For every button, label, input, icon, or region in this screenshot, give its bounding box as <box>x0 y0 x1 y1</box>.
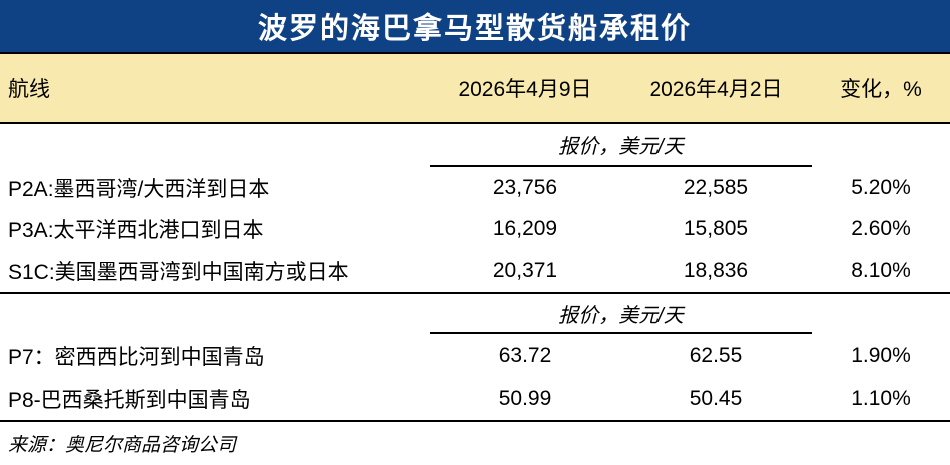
rate-cell: 23,756 <box>492 175 558 199</box>
route-cell: P8-巴西桑托斯到中国青岛 <box>8 388 251 412</box>
section-1-rows: P2A:墨西哥湾/大西洋到日本 23,756 22,585 5.20% P3A:… <box>0 167 950 292</box>
source-text: 来源：奥尼尔商品咨询公司 <box>8 435 237 456</box>
table-row: P7：密西西比河到中国青岛 63.72 62.55 1.90% <box>0 334 950 377</box>
col-header-route: 航线 <box>8 78 50 101</box>
table-row: P2A:墨西哥湾/大西洋到日本 23,756 22,585 5.20% <box>0 167 950 209</box>
change-cell: 2.60% <box>851 217 911 241</box>
rate-cell: 20,371 <box>492 259 558 283</box>
table-title: 波罗的海巴拿马型散货船承租价 <box>257 13 692 45</box>
table-row: S1C:美国墨西哥湾到中国南方或日本 20,371 18,836 8.10% <box>0 250 950 292</box>
rate-cell: 16,209 <box>492 217 558 241</box>
rate-cell: 62.55 <box>689 343 743 367</box>
table-row: P3A:太平洋西北港口到日本 16,209 15,805 2.60% <box>0 209 950 251</box>
section-divider <box>0 292 950 294</box>
section-1-unit-label: 报价，美元/天 <box>430 124 812 167</box>
route-cell: P7：密西西比河到中国青岛 <box>8 345 265 369</box>
route-cell: P2A:墨西哥湾/大西洋到日本 <box>8 177 270 201</box>
rate-cell: 50.45 <box>689 386 743 410</box>
table-row: P8-巴西桑托斯到中国青岛 50.99 50.45 1.10% <box>0 377 950 420</box>
section-2-rows: P7：密西西比河到中国青岛 63.72 62.55 1.90% P8-巴西桑托斯… <box>0 334 950 420</box>
section-1-unit-row: 报价，美元/天 <box>0 124 950 167</box>
bottom-rule <box>0 420 950 422</box>
col-header-change: 变化，% <box>840 78 922 101</box>
change-cell: 1.10% <box>851 386 911 410</box>
rate-cell: 15,805 <box>683 217 749 241</box>
rate-cell: 63.72 <box>498 343 552 367</box>
col-header-date2: 2026年4月2日 <box>649 78 783 101</box>
rate-cell: 18,836 <box>683 259 749 283</box>
change-cell: 5.20% <box>851 175 911 199</box>
column-header-row: 航线 2026年4月9日 2026年4月2日 变化，% <box>0 54 950 124</box>
table-title-bar: 波罗的海巴拿马型散货船承租价 <box>0 0 950 54</box>
section-2-unit-row: 报价，美元/天 <box>0 294 950 334</box>
section-2-unit-label: 报价，美元/天 <box>430 294 812 334</box>
change-cell: 8.10% <box>851 259 911 283</box>
change-cell: 1.90% <box>851 343 911 367</box>
route-cell: S1C:美国墨西哥湾到中国南方或日本 <box>8 261 349 285</box>
source-row: 来源：奥尼尔商品咨询公司 <box>0 422 950 465</box>
col-header-date1: 2026年4月9日 <box>458 78 592 101</box>
route-cell: P3A:太平洋西北港口到日本 <box>8 219 264 243</box>
rate-cell: 50.99 <box>498 386 552 410</box>
rate-cell: 22,585 <box>683 175 749 199</box>
